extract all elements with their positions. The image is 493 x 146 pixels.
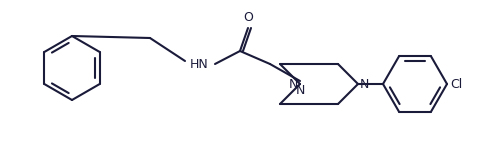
Text: N: N xyxy=(360,79,369,92)
Text: Cl: Cl xyxy=(450,78,462,91)
Text: O: O xyxy=(243,11,253,24)
Text: N: N xyxy=(295,84,305,97)
Text: N: N xyxy=(288,79,298,92)
Text: HN: HN xyxy=(190,58,209,71)
